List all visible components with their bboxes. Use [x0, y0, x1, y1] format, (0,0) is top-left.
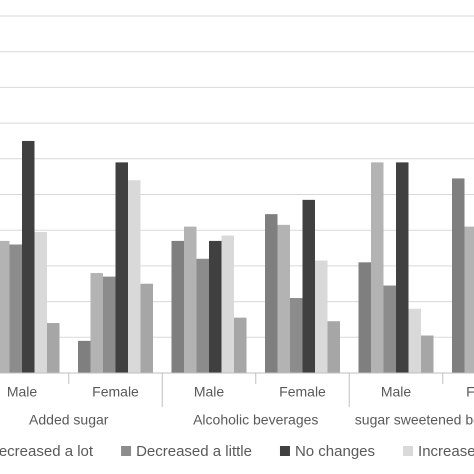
- bar: [302, 199, 315, 373]
- bar: [209, 240, 222, 373]
- bar: [196, 258, 209, 373]
- legend-label: Decreased a little: [136, 443, 252, 460]
- bar: [140, 283, 153, 373]
- bar: [265, 214, 278, 373]
- bar: [128, 180, 141, 373]
- group-label: Added sugar: [29, 412, 109, 428]
- bar: [452, 178, 465, 373]
- bar: [171, 240, 184, 373]
- x-tick-label: Female: [92, 384, 139, 400]
- x-tick-label: Female: [466, 384, 474, 400]
- legend-label: Decreased a lot: [0, 443, 94, 460]
- legend-swatch: [403, 446, 414, 456]
- x-tick-label: Male: [194, 384, 225, 400]
- bar: [358, 262, 371, 373]
- bar: [90, 273, 103, 373]
- legend-swatch: [279, 446, 290, 456]
- bar: [408, 308, 421, 373]
- bar: [78, 340, 91, 373]
- bar: [464, 226, 474, 373]
- bar: [421, 335, 434, 373]
- bar: [47, 323, 60, 373]
- bar: [22, 140, 35, 373]
- legend-label: No changes: [295, 443, 375, 460]
- legend-label: Increased a little: [418, 443, 474, 460]
- bar: [371, 162, 384, 373]
- bar: [0, 240, 10, 373]
- bar: [234, 317, 247, 373]
- bar: [221, 235, 234, 373]
- x-tick-label: Male: [7, 384, 38, 400]
- x-tick-label: Female: [279, 384, 326, 400]
- bar: [115, 162, 128, 373]
- bar: [327, 321, 340, 373]
- bar: [383, 285, 396, 373]
- bar: [396, 162, 409, 373]
- bar: [9, 244, 22, 373]
- bar: [290, 298, 303, 373]
- group-label: Alcoholic beverages: [193, 412, 318, 428]
- group-label: sugar sweetened beverages: [355, 412, 474, 428]
- bar: [184, 226, 197, 373]
- bar: [277, 224, 290, 373]
- bar: [34, 231, 47, 373]
- x-tick-label: Male: [381, 384, 412, 400]
- bar: [315, 260, 328, 373]
- legend-swatch: [121, 446, 132, 456]
- bar: [103, 276, 116, 373]
